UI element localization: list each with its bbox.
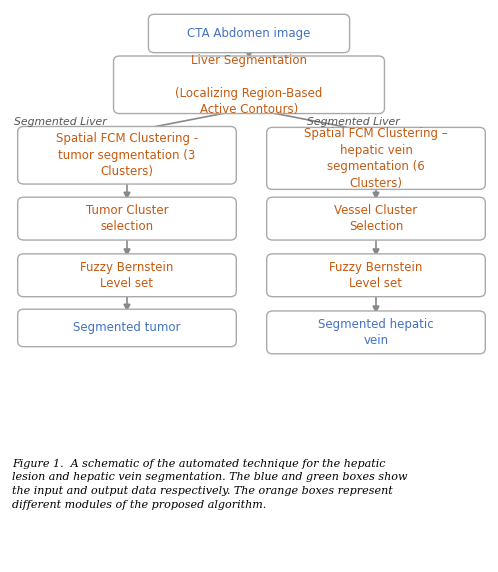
Text: Segmented hepatic
vein: Segmented hepatic vein bbox=[318, 317, 434, 347]
Text: Segmented Liver: Segmented Liver bbox=[307, 117, 400, 127]
Text: Segmented tumor: Segmented tumor bbox=[73, 321, 181, 335]
FancyBboxPatch shape bbox=[18, 254, 237, 297]
Text: Tumor Cluster
selection: Tumor Cluster selection bbox=[86, 204, 168, 233]
FancyBboxPatch shape bbox=[267, 197, 485, 240]
FancyBboxPatch shape bbox=[267, 254, 485, 297]
Text: Spatial FCM Clustering -
tumor segmentation (3
Clusters): Spatial FCM Clustering - tumor segmentat… bbox=[56, 132, 198, 178]
FancyBboxPatch shape bbox=[18, 197, 237, 240]
FancyBboxPatch shape bbox=[267, 128, 485, 189]
FancyBboxPatch shape bbox=[114, 56, 384, 114]
FancyBboxPatch shape bbox=[148, 14, 350, 53]
FancyBboxPatch shape bbox=[18, 126, 237, 184]
Text: Vessel Cluster
Selection: Vessel Cluster Selection bbox=[334, 204, 418, 233]
Text: CTA Abdomen image: CTA Abdomen image bbox=[187, 27, 311, 40]
FancyBboxPatch shape bbox=[267, 311, 485, 354]
Text: Fuzzy Bernstein
Level set: Fuzzy Bernstein Level set bbox=[329, 260, 423, 290]
FancyBboxPatch shape bbox=[18, 309, 237, 347]
Text: Spatial FCM Clustering –
hepatic vein
segmentation (6
Clusters): Spatial FCM Clustering – hepatic vein se… bbox=[304, 127, 448, 190]
Text: Liver Segmentation

(Localizing Region-Based
Active Contours): Liver Segmentation (Localizing Region-Ba… bbox=[175, 54, 323, 116]
Text: Figure 1.  A schematic of the automated technique for the hepatic
lesion and hep: Figure 1. A schematic of the automated t… bbox=[12, 459, 408, 510]
Text: Fuzzy Bernstein
Level set: Fuzzy Bernstein Level set bbox=[80, 260, 174, 290]
Text: Segmented Liver: Segmented Liver bbox=[14, 117, 107, 127]
